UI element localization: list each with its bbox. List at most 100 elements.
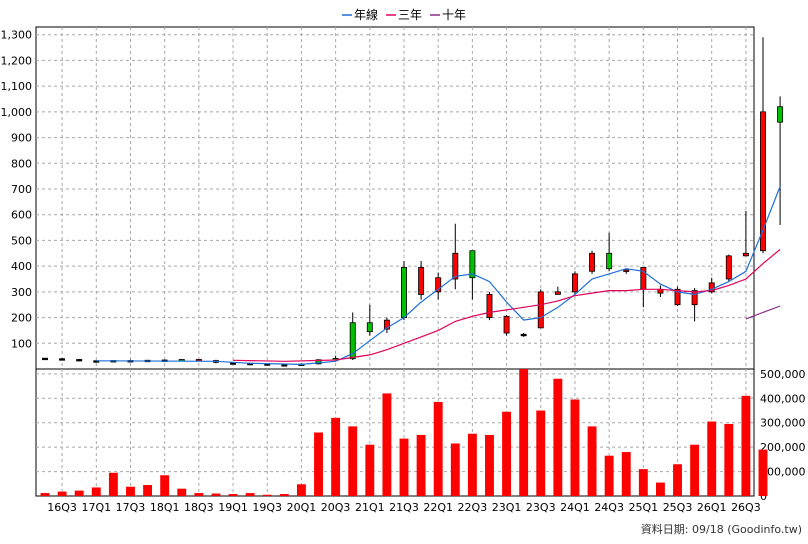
volume-bar [143,485,153,496]
price-tick-label: 800 [11,157,32,170]
x-tick-label: 25Q3 [663,501,693,514]
ma-10year-line [745,305,781,320]
data-source-label: (Goodinfo.tw) [727,523,802,536]
candle-body [93,360,100,363]
candle-body [469,250,476,279]
volume-bar [382,393,392,496]
volume-panel [35,368,755,497]
volume-bar [57,491,67,496]
candle-body [366,322,373,333]
candle-body [76,359,83,362]
price-tick-label: 1,200 [1,54,33,67]
x-tick-label: 19Q3 [252,501,282,514]
price-tick-label: 1,100 [1,80,33,93]
volume-bar [279,494,289,496]
candle-body [401,267,407,318]
candle-body [674,288,681,306]
volume-bar [467,433,477,496]
volume-bar [160,475,170,496]
candle-body [59,358,66,361]
volume-bar [587,426,597,496]
volume-bar [690,444,700,496]
candle-body [520,333,527,337]
volume-bar [262,494,272,496]
ma-year-line [96,186,781,366]
candle-body [349,322,356,360]
x-tick-label: 19Q1 [218,501,248,514]
candle-body [452,252,459,280]
volume-bar [228,494,238,496]
volume-bar [126,486,135,496]
legend-label: 年線 [354,7,378,22]
price-tick-label: 1,000 [1,106,33,119]
candle-body [383,319,390,330]
candle-body [486,294,493,318]
price-tick-label: 300 [11,286,32,299]
candle-body [418,267,425,295]
volume-bar [40,493,50,496]
volume-bar [365,444,375,496]
volume-bar [74,490,84,496]
x-tick-label: 25Q1 [629,501,659,514]
volume-tick-label: 400,000 [760,392,806,405]
volume-bar [331,417,341,496]
volume-bar [519,369,529,496]
volume-bar [348,426,358,496]
x-tick-label: 23Q3 [526,501,556,514]
volume-bar [433,401,443,496]
volume-bar [536,410,546,496]
price-tick-label: 600 [11,209,32,222]
volume-bar [673,464,682,496]
volume-tick-label: 0 [760,490,767,503]
volume-bar [707,421,717,496]
candle-body [42,357,48,361]
x-tick-label: 26Q3 [731,501,761,514]
candle-body [315,359,322,365]
x-tick-label: 20Q3 [321,501,351,514]
data-date-footer: 資料日期: 09/18 (Goodinfo.tw) [641,521,802,537]
candle-body [503,315,510,334]
candle-body [606,252,613,270]
price-tick-label: 500 [11,234,32,247]
candle-body [691,290,698,306]
volume-tick-label: 300,000 [760,417,806,430]
candle-body [230,362,237,365]
x-tick-label: 16Q3 [47,501,77,514]
price-tick-label: 100 [11,337,32,350]
price-tick-label: 1,300 [1,29,33,42]
x-tick-label: 17Q1 [81,501,111,514]
candle-body [708,282,715,293]
x-tick-label: 18Q3 [184,501,214,514]
volume-bar [758,449,768,496]
volume-bar [399,438,409,496]
x-tick-label: 22Q3 [458,501,488,514]
volume-bar [502,411,512,496]
ma-3year-line [232,248,781,362]
price-tick-label: 900 [11,132,32,145]
volume-tick-label: 500,000 [760,368,806,381]
candle-body [571,273,578,293]
volume-bar [450,443,460,496]
candle-body [281,364,288,367]
x-tick-label: 24Q1 [560,501,590,514]
volume-bar [655,482,665,496]
volume-tick-label: 100,000 [760,466,806,479]
volume-bar [724,423,734,496]
candle-body [623,269,630,272]
x-tick-label: 26Q1 [697,501,727,514]
candle-body [589,252,596,272]
volume-bar [296,484,306,496]
x-tick-label: 21Q1 [355,501,385,514]
volume-bar [638,469,648,496]
candle-body [537,291,544,329]
legend-label: 十年 [442,8,466,22]
candle-body [554,291,561,295]
volume-bar [570,399,580,496]
volume-bar [553,378,563,496]
x-tick-label: 23Q1 [492,501,522,514]
volume-bar [314,432,323,496]
candle-body [742,252,749,257]
candle-body [777,106,784,123]
candle-body [725,255,732,280]
